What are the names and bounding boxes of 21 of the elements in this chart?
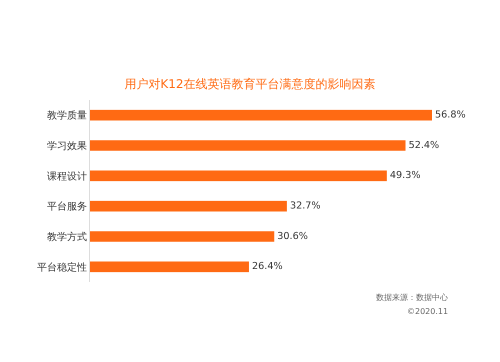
bar [90, 110, 432, 120]
y-tick-label: 课程设计 [47, 170, 87, 182]
source-note: 数据来源：数据中心 [376, 293, 448, 302]
bar [90, 170, 387, 182]
bar [90, 200, 287, 212]
bar [90, 140, 406, 151]
bar [90, 231, 274, 242]
y-tick-label: 教学质量 [47, 110, 87, 122]
data-label: 32.7% [290, 200, 321, 212]
y-tick-label: 教学方式 [47, 231, 87, 243]
data-label: 49.3% [390, 170, 420, 182]
data-label: 26.4% [252, 261, 283, 272]
chart-title: 用户对K12在线英语教育平台满意度的影响因素 [124, 77, 376, 92]
y-tick-label: 平台稳定性 [37, 261, 87, 274]
data-label: 52.4% [408, 140, 440, 151]
bar [90, 262, 249, 272]
y-tick-label: 平台服务 [47, 200, 87, 213]
y-tick-label: 学习效果 [47, 140, 87, 152]
data-label: 56.8% [435, 110, 466, 121]
data-label: 30.6% [277, 230, 308, 242]
text: ©2020.11 [407, 307, 448, 316]
